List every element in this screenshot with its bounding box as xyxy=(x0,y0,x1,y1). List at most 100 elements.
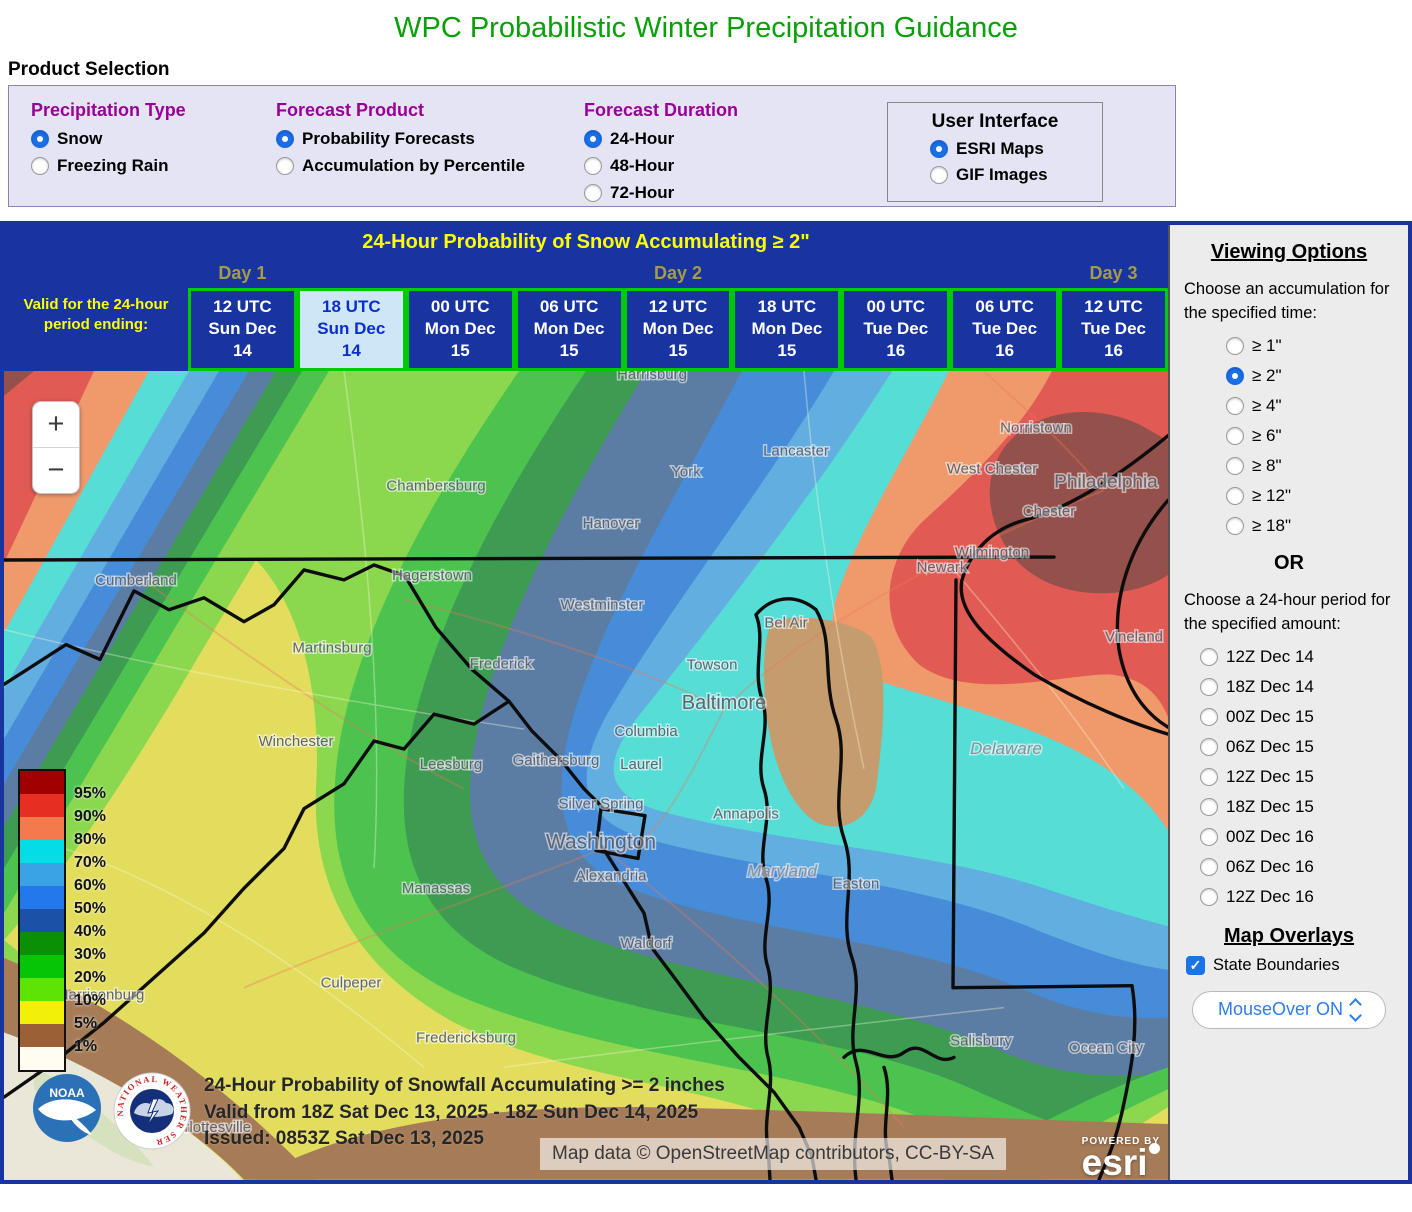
time-cell-line: 12 UTC xyxy=(213,297,272,316)
ui-option-1[interactable]: ESRI Maps xyxy=(930,139,1102,159)
caption-product-line: 24-Hour Probability of Snowfall Accumula… xyxy=(204,1075,725,1097)
city-label-westminster: Westminster xyxy=(560,597,643,614)
zoom-in-button[interactable]: + xyxy=(33,402,79,449)
radio-icon[interactable] xyxy=(1226,516,1244,535)
time-cell-06UTC-MonDec15[interactable]: 06 UTC Mon Dec 15 xyxy=(514,288,624,372)
probability-legend: 95% 90% 80% 70% 60% 50% 40% 30% 20% 10% 5% 1% xyxy=(18,769,106,1073)
esri-wordmark: esri xyxy=(1082,1142,1160,1180)
ui-option-2[interactable]: GIF Images xyxy=(930,165,1102,185)
radio-icon[interactable] xyxy=(1200,857,1218,876)
map-canvas[interactable]: Harrisburg Chambersburg York Lancaster Norri… xyxy=(4,371,1168,1180)
accum-option-4[interactable]: ≥ 6" xyxy=(1226,426,1396,446)
radio-icon[interactable] xyxy=(276,157,294,175)
period-option-7[interactable]: 00Z Dec 16 xyxy=(1200,827,1396,847)
period-option-8[interactable]: 06Z Dec 16 xyxy=(1200,857,1396,877)
option-label: ≥ 4" xyxy=(1252,395,1282,415)
duration-option-3[interactable]: 72-Hour xyxy=(584,183,884,203)
time-cell-18UTC-SunDec14[interactable]: 18 UTC Sun Dec 14 xyxy=(296,288,406,372)
time-cell-line: 14 xyxy=(232,341,252,361)
or-label: OR xyxy=(1274,551,1304,574)
osm-attribution[interactable]: Map data © OpenStreetMap contributors, C… xyxy=(540,1138,1007,1171)
map-overlays-heading: Map Overlays xyxy=(1223,924,1355,947)
city-label-martinsburg: Martinsburg xyxy=(292,640,371,657)
radio-icon[interactable] xyxy=(1226,486,1244,505)
duration-option-2[interactable]: 48-Hour xyxy=(584,156,884,176)
radio-selected-icon[interactable] xyxy=(1226,366,1244,385)
city-labels-layer: Harrisburg Chambersburg York Lancaster Norri… xyxy=(56,371,1164,1137)
time-cell-06UTC-TueDec16[interactable]: 06 UTC Tue Dec 16 xyxy=(950,288,1060,372)
period-option-1[interactable]: 12Z Dec 14 xyxy=(1200,647,1396,667)
precip-option-1[interactable]: Snow xyxy=(31,129,276,149)
radio-icon[interactable] xyxy=(31,157,49,175)
mouseover-dropdown[interactable]: MouseOver ON xyxy=(1192,990,1386,1029)
time-cell-00UTC-MonDec15[interactable]: 00 UTC Mon Dec 15 xyxy=(405,288,515,372)
time-cell-12UTC-MonDec15[interactable]: 12 UTC Mon Dec 15 xyxy=(623,288,733,372)
radio-icon[interactable] xyxy=(1200,647,1218,666)
city-label-winchester: Winchester xyxy=(259,733,334,750)
radio-icon[interactable] xyxy=(1226,456,1244,475)
radio-icon[interactable] xyxy=(1200,707,1218,726)
time-cell-line: 15 xyxy=(450,341,470,361)
zoom-out-button[interactable]: − xyxy=(47,454,65,487)
city-label-hagerstown: Hagerstown xyxy=(392,567,472,584)
group-heading: Precipitation Type xyxy=(31,100,186,120)
time-cell-12UTC-TueDec16[interactable]: 12 UTC Tue Dec 16 xyxy=(1059,288,1168,372)
probability-map: Harrisburg Chambersburg York Lancaster Norri… xyxy=(4,371,1168,1180)
period-option-2[interactable]: 18Z Dec 14 xyxy=(1200,677,1396,697)
accum-option-3[interactable]: ≥ 4" xyxy=(1226,396,1396,416)
option-label: 24-Hour xyxy=(610,129,675,148)
legend-label: 80% xyxy=(74,831,107,849)
map-zoom-control: + − xyxy=(32,401,80,495)
time-cell-18UTC-MonDec15[interactable]: 18 UTC Mon Dec 15 xyxy=(732,288,842,372)
period-option-3[interactable]: 00Z Dec 15 xyxy=(1200,707,1396,727)
time-cell-line: 06 UTC xyxy=(539,297,599,316)
duration-option-1[interactable]: 24-Hour xyxy=(584,129,884,149)
forecast-product-group: Forecast Product Probability Forecasts Ac… xyxy=(276,100,584,190)
product-option-2[interactable]: Accumulation by Percentile xyxy=(276,156,584,176)
radio-icon[interactable] xyxy=(1200,677,1218,696)
group-heading: User Interface xyxy=(931,111,1059,132)
forecast-duration-group: Forecast Duration 24-Hour 48-Hour 72-Hour xyxy=(584,100,884,202)
radio-icon[interactable] xyxy=(930,166,948,184)
time-cell-line: 12 UTC xyxy=(1084,297,1143,316)
radio-icon[interactable] xyxy=(584,184,602,202)
valid-period-label: Valid for the 24-hour period ending: xyxy=(23,295,169,334)
period-option-9[interactable]: 12Z Dec 16 xyxy=(1200,887,1396,907)
radio-icon[interactable] xyxy=(1200,797,1218,816)
state-boundaries-checkbox[interactable]: ✓ xyxy=(1186,955,1205,975)
accum-option-5[interactable]: ≥ 8" xyxy=(1226,456,1396,476)
period-option-6[interactable]: 18Z Dec 15 xyxy=(1200,797,1396,817)
radio-icon[interactable] xyxy=(1200,887,1218,906)
state-boundaries-checkbox-row[interactable]: ✓ State Boundaries xyxy=(1186,955,1396,975)
time-cell-00UTC-TueDec16[interactable]: 00 UTC Tue Dec 16 xyxy=(841,288,951,372)
radio-icon[interactable] xyxy=(584,157,602,175)
period-option-5[interactable]: 12Z Dec 15 xyxy=(1200,767,1396,787)
option-label: ESRI Maps xyxy=(956,139,1044,158)
radio-selected-icon[interactable] xyxy=(31,130,49,148)
radio-selected-icon[interactable] xyxy=(584,130,602,148)
radio-icon[interactable] xyxy=(1226,336,1244,355)
precip-option-2[interactable]: Freezing Rain xyxy=(31,156,276,176)
product-option-1[interactable]: Probability Forecasts xyxy=(276,129,584,149)
accum-option-1[interactable]: ≥ 1" xyxy=(1226,336,1396,356)
group-heading: Forecast Duration xyxy=(584,100,739,120)
city-label-gaithersburg: Gaithersburg xyxy=(513,752,600,769)
radio-selected-icon[interactable] xyxy=(276,130,294,148)
product-selection-heading: Product Selection xyxy=(8,59,170,80)
option-label: ≥ 2" xyxy=(1252,365,1282,385)
radio-icon[interactable] xyxy=(1200,767,1218,786)
accum-option-6[interactable]: ≥ 12" xyxy=(1226,486,1396,506)
radio-icon[interactable] xyxy=(1200,827,1218,846)
time-cell-12UTC-SunDec14[interactable]: 12 UTC Sun Dec 14 xyxy=(188,288,297,372)
radio-icon[interactable] xyxy=(1200,737,1218,756)
radio-icon[interactable] xyxy=(1226,396,1244,415)
period-option-4[interactable]: 06Z Dec 15 xyxy=(1200,737,1396,757)
group-heading: Forecast Product xyxy=(276,100,425,120)
radio-icon[interactable] xyxy=(1226,426,1244,445)
city-label-towson: Towson xyxy=(687,657,738,674)
roads-texture xyxy=(143,371,1105,1128)
radio-selected-icon[interactable] xyxy=(930,140,948,158)
time-cell-line: 00 UTC xyxy=(430,297,490,316)
accum-option-7[interactable]: ≥ 18" xyxy=(1226,516,1396,536)
accum-option-2[interactable]: ≥ 2" xyxy=(1226,366,1396,386)
